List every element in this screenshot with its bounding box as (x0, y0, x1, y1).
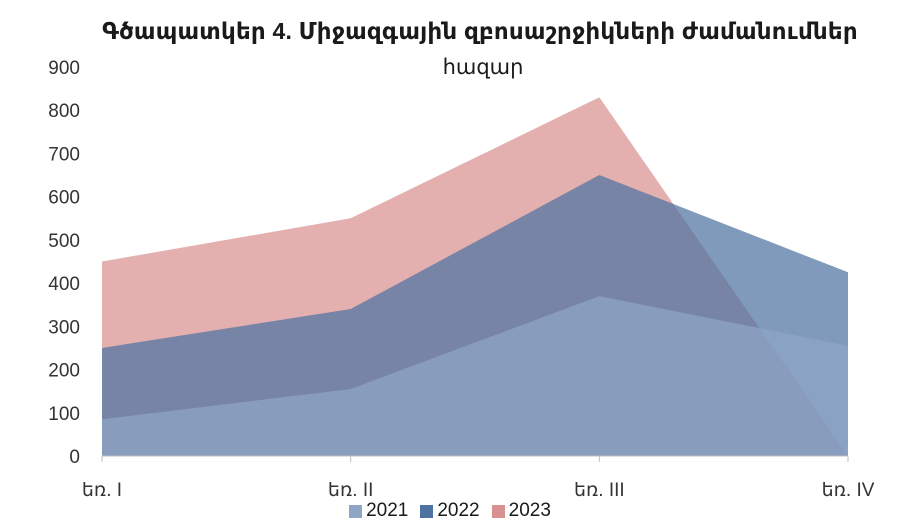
legend-item-2022: 2022 (420, 500, 480, 522)
y-tick-label: 0 (69, 447, 80, 468)
y-tick-label: 800 (48, 101, 80, 122)
chart-legend: 2021 2022 2023 (0, 500, 900, 524)
area-series-2021 (102, 296, 848, 456)
y-tick-label: 200 (48, 361, 80, 382)
legend-item-2023: 2023 (491, 500, 551, 522)
chart-subtitle: հազար (442, 56, 524, 79)
legend-swatch (420, 504, 434, 518)
x-tick-label: եռ. III (574, 480, 625, 501)
chart-axes: եռ. I եռ. II եռ. III եռ. IV 0 100 200 300 400 500… (48, 58, 874, 501)
legend-swatch (491, 504, 505, 518)
y-tick-label: 700 (48, 144, 80, 165)
legend-item-2021: 2021 (349, 500, 408, 522)
y-tick-label: 500 (48, 231, 80, 252)
y-tick-label: 400 (48, 274, 80, 295)
x-tick-label: եռ. I (82, 480, 122, 501)
y-tick-label: 300 (48, 317, 80, 338)
legend-swatch (349, 504, 363, 518)
x-tick-label: եռ. IV (822, 480, 875, 501)
y-tick-label: 600 (48, 188, 80, 209)
y-tick-label: 900 (48, 58, 80, 79)
legend-label: 2023 (508, 500, 551, 521)
chart-areas (102, 97, 848, 457)
legend-label: 2021 (366, 500, 409, 521)
chart-title: Գծապատկեր 4. Միջազգային զբոսաշրջիկների ժ… (102, 18, 858, 44)
x-tick-label: եռ. II (328, 480, 373, 501)
legend-label: 2022 (437, 500, 480, 521)
y-tick-label: 100 (48, 404, 80, 425)
